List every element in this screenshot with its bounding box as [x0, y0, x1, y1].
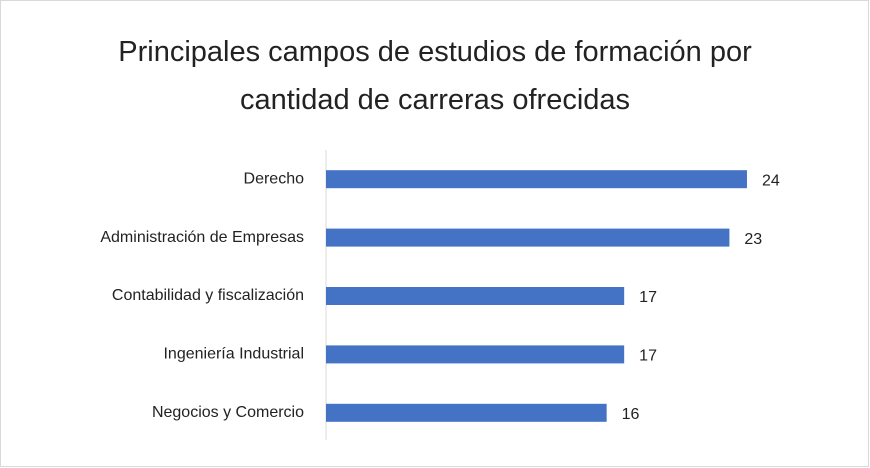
- data-label: 23: [744, 231, 762, 248]
- y-tick-label: Negocios y Comercio: [152, 404, 304, 421]
- bar: [326, 345, 625, 364]
- bar: [326, 287, 625, 305]
- data-label: 17: [639, 289, 657, 306]
- y-tick-label: Derecho: [244, 170, 305, 187]
- y-tick-label: Contabilidad y fiscalización: [112, 287, 304, 304]
- y-tick-label: Administración de Empresas: [100, 229, 304, 246]
- y-tick-label: Ingeniería Industrial: [163, 346, 304, 363]
- data-label: 24: [762, 172, 780, 189]
- chart-title: Principales campos de estudios de formac…: [118, 36, 752, 116]
- data-label: 16: [622, 406, 640, 423]
- bar: [326, 170, 747, 189]
- bar: [326, 403, 607, 422]
- bar: [326, 228, 730, 247]
- data-label: 17: [639, 348, 657, 365]
